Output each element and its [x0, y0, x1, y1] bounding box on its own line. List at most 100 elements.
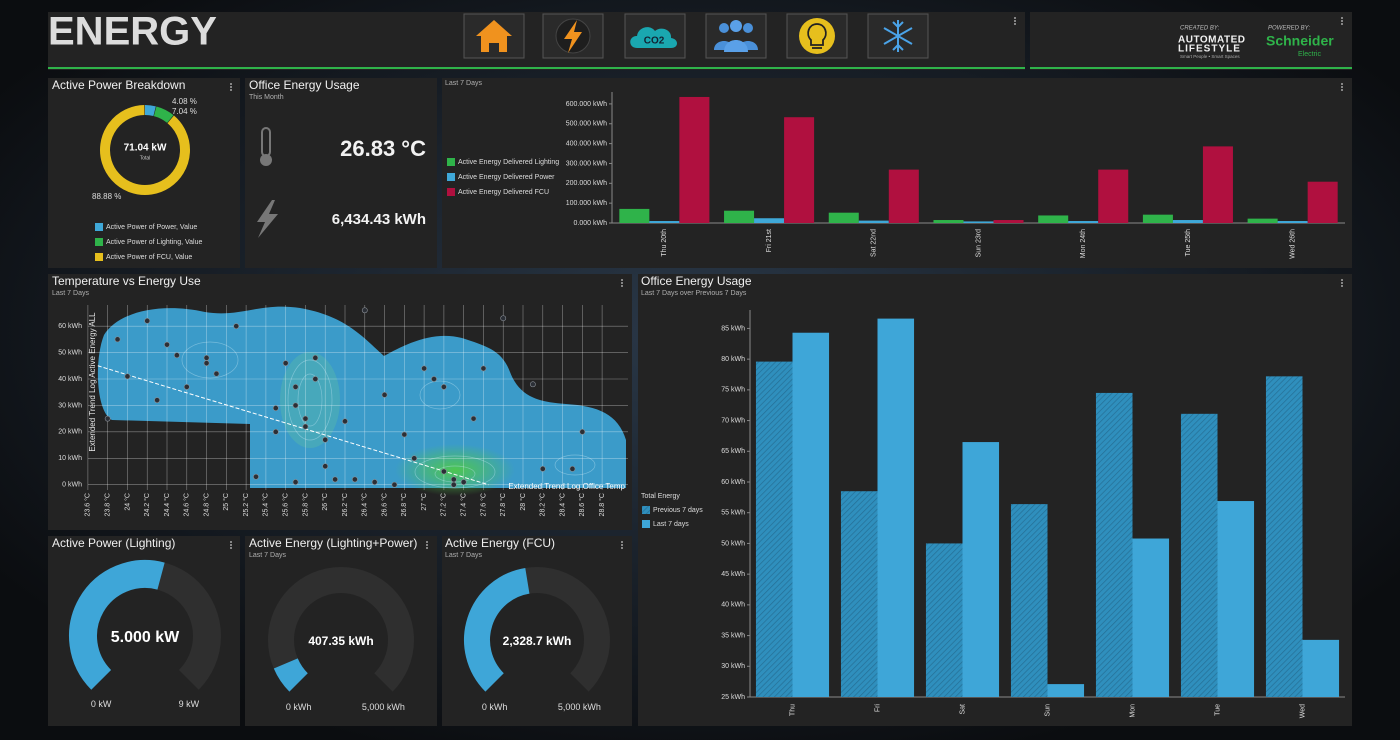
scatter-point — [164, 341, 170, 348]
gauge-value: 407.35 kWh — [308, 634, 373, 648]
bar — [649, 221, 680, 223]
x-tick-label: 25.6 °C — [282, 493, 290, 516]
created-by: CREATED BY: — [1180, 26, 1220, 32]
bar — [1132, 538, 1170, 697]
menu-dot — [1341, 89, 1343, 91]
menu-button[interactable] — [1014, 17, 1016, 25]
scatter-point — [292, 384, 299, 390]
bar — [1247, 218, 1278, 223]
x-tick-label: Sun 23rd — [975, 229, 982, 258]
x-tick-label: 28.6 °C — [578, 493, 586, 516]
bar — [828, 212, 859, 223]
menu-button[interactable] — [621, 279, 623, 287]
scatter-point — [322, 463, 329, 470]
legend-label: Active Power of Lighting, Value — [106, 239, 202, 246]
menu-dot — [426, 547, 428, 549]
nav-lighting[interactable] — [786, 13, 848, 59]
menu-button[interactable] — [621, 541, 623, 549]
bar — [679, 96, 710, 223]
legend-swatch — [95, 238, 103, 246]
scatter-point — [460, 479, 467, 485]
page-title: ENERGY — [48, 10, 217, 54]
nav-people[interactable] — [705, 13, 767, 59]
y-tick-label: 0 kWh — [62, 482, 82, 489]
scatter-point — [282, 360, 289, 367]
bar — [724, 210, 755, 223]
x-tick-label: 25.8 °C — [301, 493, 309, 516]
menu-button[interactable] — [426, 541, 428, 549]
x-axis-label: Extended Trend Log Office Temp — [508, 482, 625, 491]
x-tick-label: Thu — [789, 704, 796, 716]
menu-button[interactable] — [1341, 17, 1343, 25]
menu-button[interactable] — [230, 83, 232, 91]
scatter-point — [391, 481, 398, 488]
brand-tagline: Smart People • Smart Spaces — [1180, 54, 1240, 59]
menu-dot — [1341, 282, 1343, 284]
scatter-point — [322, 436, 329, 443]
bar — [888, 169, 919, 223]
y-tick-label: 55 kWh — [721, 510, 745, 517]
y-tick-label: 30 kWh — [58, 402, 82, 409]
y-tick-label: 35 kWh — [721, 632, 745, 639]
menu-button[interactable] — [1341, 279, 1343, 287]
bar — [1302, 639, 1340, 697]
x-tick-label: 27.8 °C — [499, 493, 507, 516]
gauge-track — [268, 567, 414, 692]
x-tick-label: 25 °C — [222, 493, 230, 511]
scatter-point — [183, 384, 190, 390]
legend-label: Previous 7 days — [653, 507, 703, 514]
menu-dot — [426, 541, 428, 543]
menu-dot — [1341, 285, 1343, 287]
x-tick-label: Thu 20th — [661, 229, 668, 257]
legend-swatch — [447, 158, 455, 166]
x-tick-label: 23.8 °C — [104, 493, 112, 516]
nav-co2[interactable]: CO2 — [624, 13, 686, 59]
menu-dot — [621, 544, 623, 546]
center-label: Total — [140, 155, 151, 161]
nav-home[interactable] — [463, 13, 525, 59]
legend-label: Active Energy Delivered Lighting — [458, 159, 559, 166]
x-tick-label: Sat 22nd — [871, 229, 878, 257]
menu-dot — [230, 547, 232, 549]
density-area — [97, 306, 626, 496]
panel-title: Temperature vs Energy Use — [52, 274, 201, 288]
menu-dot — [230, 86, 232, 88]
scatter-point — [440, 468, 447, 475]
x-tick-label: Sun — [1044, 704, 1051, 717]
scatter-point — [579, 428, 586, 435]
brand-line-1: AUTOMATED — [1178, 35, 1245, 46]
scatter-point — [401, 431, 408, 438]
y-tick-label: 100.000 kWh — [566, 200, 607, 207]
menu-dot — [621, 285, 623, 287]
legend-label: Active Power of Power, Value — [106, 224, 197, 231]
scatter-point — [292, 479, 299, 485]
y-tick-label: 60 kWh — [58, 323, 82, 330]
panel-title: Office Energy Usage — [641, 274, 752, 288]
scatter-point — [144, 317, 151, 324]
scatter-point — [470, 415, 477, 422]
nav-cooling[interactable] — [867, 13, 929, 59]
x-tick-label: Fri 21st — [766, 229, 773, 252]
menu-button[interactable] — [1341, 83, 1343, 91]
x-tick-label: 27.2 °C — [440, 493, 448, 516]
scatter-point — [529, 381, 536, 388]
partner-line-2: Electric — [1298, 51, 1321, 58]
scatter-point — [371, 479, 378, 485]
legend-label: Active Energy Delivered FCU — [458, 189, 549, 196]
menu-dot — [1341, 83, 1343, 85]
x-tick-label: Wed — [1299, 704, 1306, 718]
x-tick-label: Fri — [874, 704, 881, 713]
scatter-point — [124, 373, 131, 380]
legend-label: Active Power of FCU, Value — [106, 254, 192, 261]
y-tick-label: 60 kWh — [721, 479, 745, 486]
y-tick-label: 200.000 kWh — [566, 180, 607, 187]
scatter-point — [253, 473, 259, 480]
x-tick-label: 26.2 °C — [341, 493, 349, 516]
y-tick-label: 40 kWh — [58, 376, 82, 383]
x-tick-label: 24.2 °C — [143, 493, 151, 516]
y-tick-label: 25 kWh — [721, 694, 745, 701]
nav-power[interactable] — [542, 13, 604, 59]
menu-button[interactable] — [230, 541, 232, 549]
legend-swatch — [642, 506, 650, 514]
